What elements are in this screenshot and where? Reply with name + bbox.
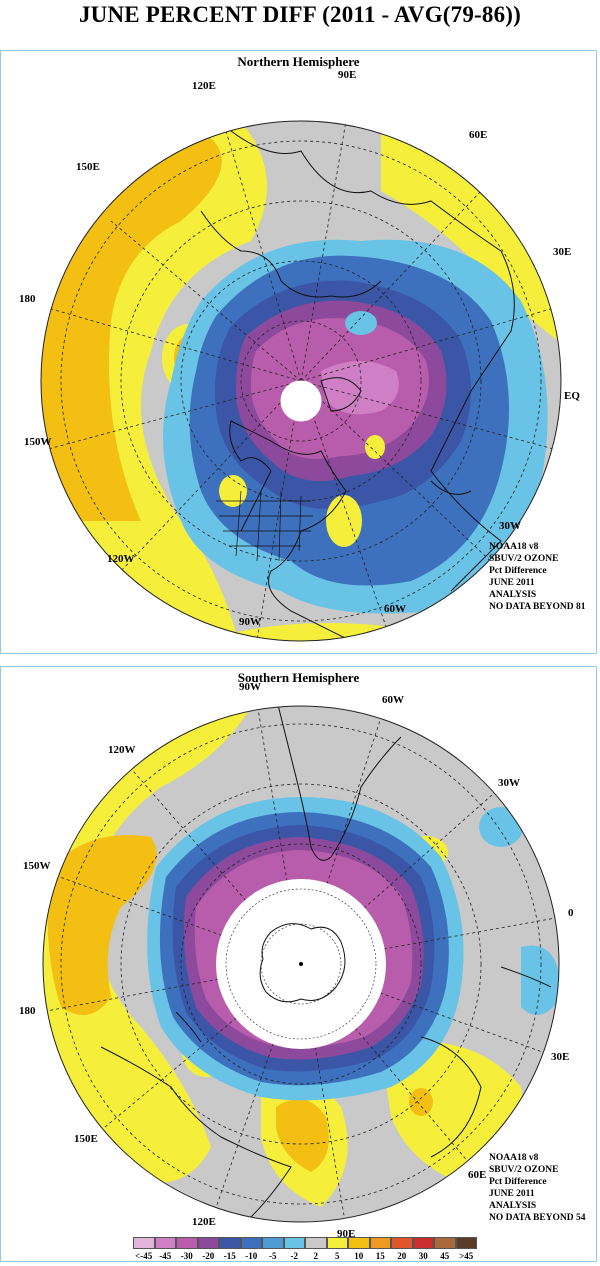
region-yellow-atlantic bbox=[326, 495, 362, 547]
lon-label-150w: 150W bbox=[24, 436, 52, 448]
map-boundary-north bbox=[40, 120, 562, 642]
legend-label: 10 bbox=[354, 1251, 364, 1261]
lon-label-60e: 60E bbox=[468, 1169, 487, 1181]
color-legend: <-45 -45 -30 -20 -15 -10 -5 -2 2 5 10 15 20 30 45 >45 bbox=[125, 1237, 480, 1265]
legend-swatch bbox=[240, 1237, 262, 1249]
info-line: Pct Difference bbox=[489, 1177, 547, 1187]
lon-label-30e: 30E bbox=[551, 1051, 570, 1063]
legend-label: 30 bbox=[418, 1251, 428, 1261]
legend-swatch bbox=[348, 1237, 370, 1249]
legend-swatch bbox=[133, 1237, 155, 1249]
lon-label-150w: 150W bbox=[23, 860, 51, 872]
legend-swatch bbox=[283, 1237, 305, 1249]
lon-label-30w: 30W bbox=[498, 777, 520, 789]
north-info-block: NOAA18 v8 SBUV/2 OZONE Pct Difference JU… bbox=[489, 541, 586, 613]
southern-hemisphere-heading: Southern Hemisphere bbox=[237, 670, 360, 685]
legend-swatch bbox=[305, 1237, 327, 1249]
longitude-grid bbox=[41, 121, 561, 641]
legend-swatch bbox=[326, 1237, 348, 1249]
lon-label-90w: 90W bbox=[239, 681, 261, 693]
lon-label-120e: 120E bbox=[192, 1216, 216, 1228]
legend-swatch bbox=[262, 1237, 284, 1249]
state-boundaries bbox=[216, 490, 313, 562]
region-yellow-hudson bbox=[219, 475, 247, 507]
legend-label: -20 bbox=[202, 1251, 215, 1261]
legend-swatch bbox=[369, 1237, 391, 1249]
legend-label: >45 bbox=[459, 1251, 474, 1261]
south-info-block: NOAA18 v8 SBUV/2 OZONE Pct Difference JU… bbox=[489, 1152, 586, 1224]
legend-swatch bbox=[197, 1237, 219, 1249]
info-line: SBUV/2 OZONE bbox=[489, 1165, 559, 1175]
legend-swatch bbox=[434, 1237, 456, 1249]
info-line: ANALYSIS bbox=[489, 590, 537, 600]
lon-label-30e: 30E bbox=[553, 246, 572, 258]
legend-swatch bbox=[455, 1237, 477, 1249]
legend-label: -45 bbox=[159, 1251, 172, 1261]
lon-label-0: 0 bbox=[568, 907, 574, 919]
info-line: NOAA18 v8 bbox=[489, 542, 539, 552]
lon-label-150e: 150E bbox=[76, 161, 100, 173]
region-yellow-east bbox=[381, 121, 561, 351]
legend-swatch bbox=[176, 1237, 198, 1249]
legend-label: -5 bbox=[269, 1251, 277, 1261]
lon-label-150e: 150E bbox=[74, 1133, 98, 1145]
northern-hemisphere-heading: Northern Hemisphere bbox=[237, 54, 360, 69]
lon-label-30w: 30W bbox=[499, 520, 521, 532]
northern-hemisphere-panel: Northern Hemisphere bbox=[0, 50, 597, 654]
antarctica-outline bbox=[259, 923, 346, 1003]
southern-hemisphere-panel: Southern Hemisphere bbox=[0, 666, 597, 1262]
coastlines bbox=[100, 706, 552, 1218]
lon-label-90e: 90E bbox=[338, 69, 357, 81]
info-line: SBUV/2 OZONE bbox=[489, 554, 559, 564]
lon-label-eq: EQ bbox=[564, 390, 580, 402]
page-title: JUNE PERCENT DIFF (2011 - AVG(79-86)) bbox=[78, 2, 522, 27]
map-boundary-south bbox=[42, 705, 560, 1223]
region-light-blue-east bbox=[521, 945, 559, 1015]
south-pole-dot bbox=[299, 962, 303, 966]
lon-label-90w: 90W bbox=[239, 616, 261, 628]
info-line: NOAA18 v8 bbox=[489, 1153, 539, 1163]
info-line: JUNE 2011 bbox=[489, 578, 535, 588]
lon-label-180: 180 bbox=[19, 293, 36, 305]
legend-swatch bbox=[219, 1237, 241, 1249]
legend-label: 15 bbox=[375, 1251, 385, 1261]
legend-label: -10 bbox=[245, 1251, 258, 1261]
lon-label-120w: 120W bbox=[108, 744, 136, 756]
legend-label: 2 bbox=[313, 1251, 319, 1261]
legend-label: -15 bbox=[223, 1251, 236, 1261]
region-light-blue-pocket bbox=[345, 311, 377, 335]
region-yellow-west bbox=[43, 707, 251, 1183]
legend-label: 5 bbox=[335, 1251, 340, 1261]
southern-hemisphere-map bbox=[42, 705, 560, 1223]
region-orange-south bbox=[276, 1099, 329, 1172]
legend-swatch bbox=[154, 1237, 176, 1249]
lon-label-120w: 120W bbox=[107, 553, 135, 565]
region-pink bbox=[321, 361, 399, 415]
legend-label: <-45 bbox=[135, 1251, 153, 1261]
no-data-pole-north bbox=[280, 380, 322, 422]
region-yellow-south bbox=[201, 623, 421, 641]
region-orange-west bbox=[47, 835, 157, 1015]
info-line: ANALYSIS bbox=[489, 1201, 537, 1211]
legend-label: -30 bbox=[180, 1251, 193, 1261]
region-yellow-europe bbox=[365, 435, 385, 459]
info-line: NO DATA BEYOND 81 bbox=[489, 602, 586, 612]
coastlines bbox=[200, 130, 515, 641]
lon-label-180: 180 bbox=[19, 1005, 36, 1017]
region-light-blue-ne bbox=[479, 807, 523, 847]
legend-swatch bbox=[391, 1237, 413, 1249]
legend-swatch bbox=[412, 1237, 434, 1249]
legend-label: 45 bbox=[440, 1251, 450, 1261]
info-line: Pct Difference bbox=[489, 566, 547, 576]
legend-label: -2 bbox=[290, 1251, 299, 1261]
legend-label: 20 bbox=[397, 1251, 407, 1261]
info-line: JUNE 2011 bbox=[489, 1189, 535, 1199]
lon-label-60w: 60W bbox=[384, 603, 406, 615]
lon-label-60e: 60E bbox=[469, 129, 488, 141]
region-orange-se-pocket bbox=[409, 1088, 433, 1116]
lon-label-120e: 120E bbox=[192, 80, 216, 92]
northern-hemisphere-map bbox=[40, 120, 562, 642]
info-line: NO DATA BEYOND 54 bbox=[489, 1213, 586, 1223]
lon-label-60w: 60W bbox=[382, 694, 404, 706]
